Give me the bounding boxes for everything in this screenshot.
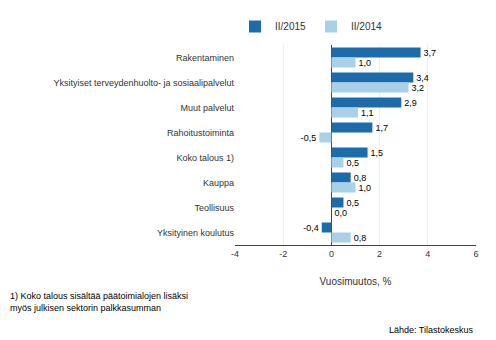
svg-text:-0,4: -0,4 [303, 223, 319, 233]
svg-text:1,0: 1,0 [359, 58, 372, 68]
svg-text:-4: -4 [231, 249, 239, 259]
svg-text:4: 4 [425, 249, 430, 259]
svg-text:3,4: 3,4 [416, 73, 429, 83]
svg-text:Rakentaminen: Rakentaminen [176, 53, 234, 63]
svg-text:Lähde: Tilastokeskus: Lähde: Tilastokeskus [389, 325, 474, 335]
svg-text:0,5: 0,5 [346, 198, 359, 208]
svg-text:1) Koko talous sisältää päätoi: 1) Koko talous sisältää päätoimialojen l… [10, 291, 188, 313]
svg-text:0,8: 0,8 [354, 173, 367, 183]
svg-text:Yksityiset terveydenhuolto- ja: Yksityiset terveydenhuolto- ja sosiaalip… [53, 78, 234, 88]
svg-text:-0,5: -0,5 [301, 133, 317, 143]
svg-text:Koko talous 1): Koko talous 1) [176, 153, 234, 163]
svg-text:6: 6 [473, 249, 478, 259]
svg-text:0,0: 0,0 [334, 208, 347, 218]
svg-text:3,2: 3,2 [412, 83, 425, 93]
svg-text:3,7: 3,7 [424, 48, 437, 58]
svg-text:Muut palvelut: Muut palvelut [180, 103, 234, 113]
svg-text:1,5: 1,5 [371, 148, 384, 158]
svg-text:II/2014: II/2014 [351, 21, 382, 32]
svg-text:-2: -2 [279, 249, 287, 259]
svg-text:1,1: 1,1 [361, 108, 374, 118]
svg-text:0,5: 0,5 [346, 158, 359, 168]
svg-text:II/2015: II/2015 [275, 21, 306, 32]
svg-text:Kauppa: Kauppa [203, 178, 234, 188]
svg-text:0,8: 0,8 [354, 233, 367, 243]
svg-text:2,9: 2,9 [404, 98, 417, 108]
svg-text:1,7: 1,7 [375, 123, 388, 133]
svg-text:Yksityinen koulutus: Yksityinen koulutus [157, 228, 235, 238]
svg-text:2: 2 [377, 249, 382, 259]
svg-text:0: 0 [329, 249, 334, 259]
svg-text:Vuosimuutos, %: Vuosimuutos, % [320, 276, 392, 287]
svg-text:1,0: 1,0 [359, 183, 372, 193]
svg-text:Rahoitustoiminta: Rahoitustoiminta [167, 128, 234, 138]
svg-text:Teollisuus: Teollisuus [194, 203, 234, 213]
